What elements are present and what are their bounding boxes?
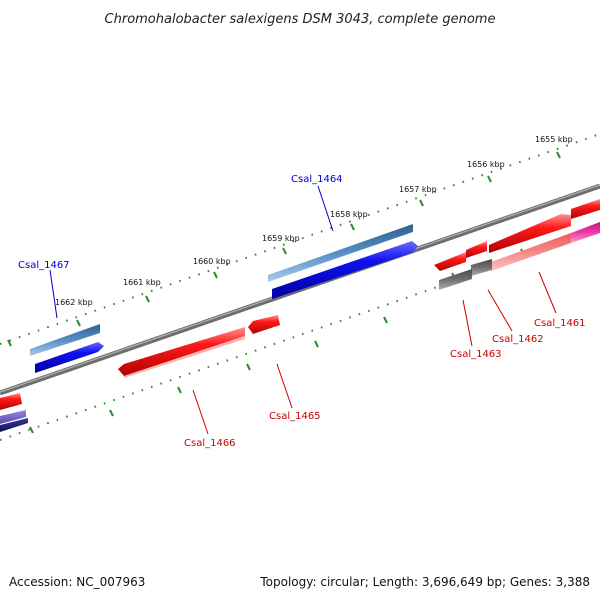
kbp-label-1661: 1661 kbp — [123, 278, 161, 287]
kbp-label-1657: 1657 kbp — [399, 185, 437, 194]
kbp-label-1655: 1655 kbp — [535, 135, 573, 144]
accession-text: Accession: NC_007963 — [9, 575, 145, 589]
genome-stats-text: Topology: circular; Length: 3,696,649 bp… — [259, 575, 590, 589]
gene-feature-1461-region[interactable] — [489, 199, 600, 271]
gene-feature-left-edge[interactable] — [0, 393, 28, 432]
gene-label-1461[interactable]: Csal_1461 — [534, 318, 586, 329]
gene-label-1465[interactable]: Csal_1465 — [269, 411, 321, 422]
kbp-label-1660: 1660 kbp — [193, 257, 231, 266]
map-title: Chromohalobacter salexigens DSM 3043, co… — [105, 12, 496, 27]
gene-label-1466[interactable]: Csal_1466 — [184, 438, 236, 449]
gene-feature-1465[interactable] — [248, 315, 280, 334]
kbp-label-1662: 1662 kbp — [55, 298, 93, 307]
upper-scale — [0, 133, 600, 347]
gene-label-1467[interactable]: Csal_1467 — [18, 260, 70, 271]
kbp-label-1658: 1658 kbp — [330, 210, 368, 219]
kbp-label-1656: 1656 kbp — [467, 160, 505, 169]
gene-feature-1463[interactable] — [434, 252, 472, 290]
gene-feature-1464[interactable] — [268, 224, 418, 299]
label-leaders — [49, 185, 557, 435]
gene-label-1462[interactable]: Csal_1462 — [492, 334, 544, 345]
gene-label-1464[interactable]: Csal_1464 — [291, 174, 343, 185]
gene-feature-1462[interactable] — [466, 241, 492, 276]
gene-feature-1466[interactable] — [118, 327, 245, 378]
kbp-label-1659: 1659 kbp — [262, 234, 300, 243]
gene-label-1463[interactable]: Csal_1463 — [450, 349, 502, 360]
gene-feature-1467[interactable] — [30, 324, 104, 373]
